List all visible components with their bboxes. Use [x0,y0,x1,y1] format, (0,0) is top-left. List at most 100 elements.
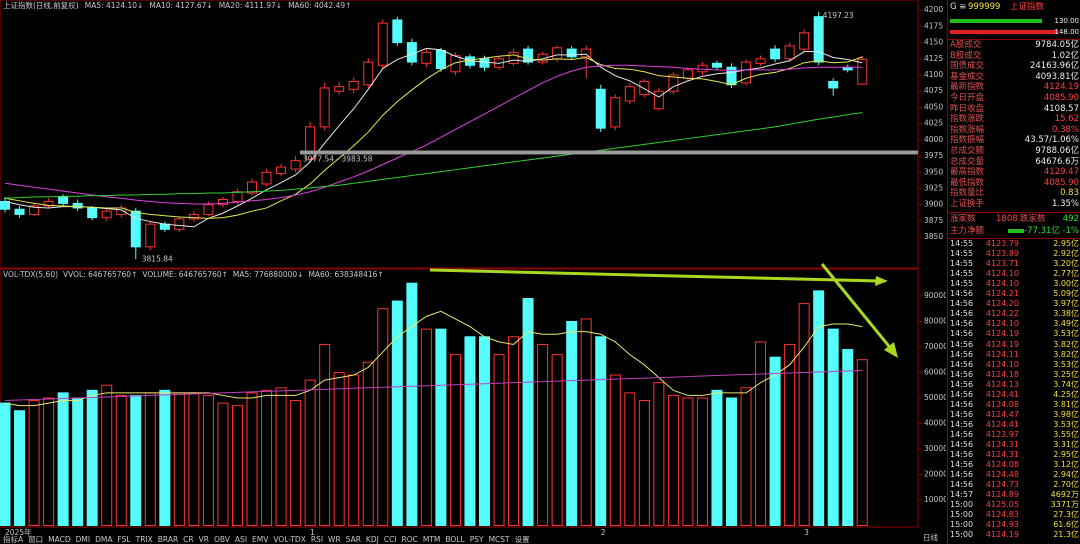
volume-bar [842,349,854,526]
band-label: 3977.54 - 3983.58 [303,154,373,163]
price-frame [0,0,919,269]
volume-bar [769,356,781,526]
ma-line [4,64,863,205]
tick-price: 4124.08 [985,399,1019,409]
volume-bar [43,397,55,527]
candle-body [392,19,403,44]
divider [948,39,1080,40]
tick-volume: 3.31亿 [1053,440,1079,449]
breadth-label: 涨家数 [950,214,976,224]
volume-bar [682,397,694,527]
candle-body [435,49,446,70]
tick-time: 14:56 [950,309,974,319]
tick-volume: 2.92亿 [1053,249,1079,259]
info-label: 指数振幅 [950,135,985,146]
info-value: 1.35% [1051,199,1079,209]
toolbar-item: DMA [95,535,113,544]
info-label: 基金成交 [950,71,985,82]
y-tick-label: 90000 [924,291,946,300]
info-value: 4085.90 [1043,93,1079,103]
flow-bar [1008,229,1024,233]
breadth-down: 492 [1062,214,1079,224]
tick-time: 14:56 [950,359,974,369]
toolbar-item: PSY [470,535,484,544]
ma-line [4,112,863,199]
candle-body [217,199,228,206]
volume-bar [508,336,520,527]
volume-bar [638,400,650,527]
tick-volume: 2.95亿 [1053,450,1079,460]
info-label: 总成交量 [950,156,985,167]
legend-entry: MA60: 638348416↑ [308,270,383,279]
tick-price: 4123.71 [985,259,1019,269]
trend-arrow [429,268,881,283]
tick-price: 4124.13 [985,379,1019,389]
period-label: 日线 [923,532,938,542]
candle-body [203,204,214,215]
tick-volume: 2.95亿 [1053,239,1079,248]
toolbar-item: VOL-TDX [273,535,305,544]
tick-price: 4124.83 [985,510,1019,520]
tick-volume: 3.00亿 [1053,279,1079,289]
candle-body [595,88,606,129]
tick-price: 4125.05 [985,500,1019,510]
tick-price: 4124.19 [985,339,1019,349]
tick-time: 14:56 [950,349,974,359]
candle-body [363,61,374,86]
chart-title: VOL-TDX(5,60) [3,270,58,279]
toolbar-item: MTM [423,535,441,544]
arrow-head [875,276,888,286]
tick-time: 14:55 [950,249,974,259]
volume-bar [391,300,403,527]
tick-price: 4124.22 [985,309,1019,319]
tick-price: 4124.18 [985,369,1019,379]
toolbar-item: SAR [346,535,361,544]
quote-panel: G ≡ 999999 上证指数 130.00 148.00 A股成交 9784.05亿 B股成… [947,0,1080,544]
volume-bar [101,384,113,526]
volume-bar [319,343,331,526]
info-value: 4093.81亿 [1035,71,1079,82]
flow-value: -77.31亿 [1024,226,1060,236]
volume-bar [202,394,214,526]
x-tick-label: 1 [310,528,315,537]
tick-time: 15:00 [950,520,974,530]
tick-time: 15:00 [950,510,974,520]
x-tick-label: 3 [804,528,809,537]
candle-body [668,74,679,92]
info-label: 最低指数 [950,177,985,188]
volume-bar [173,392,185,526]
candle-body [101,210,112,219]
volume-bar [275,387,287,526]
volume-bar [362,361,374,526]
y-tick-label: 50000 [924,393,946,402]
candle-body [697,64,708,73]
tick-volume: 3.55亿 [1053,429,1079,439]
volume-bar [609,374,621,526]
x-tick-label: 2 [601,528,606,537]
info-value: 4085.90 [1043,177,1079,188]
candle-body [43,200,54,207]
tick-time: 14:56 [950,460,974,470]
tick-time: 14:56 [950,389,974,399]
volume-bar [566,320,578,526]
candle-body [711,62,722,68]
tick-volume: 3.82亿 [1053,349,1079,359]
candle-body [72,202,83,209]
volume-bar [115,394,127,526]
volume-bar [726,397,737,527]
y-tick-label: 4025 [924,119,943,128]
bar-value: 130.00 [1054,17,1080,25]
tick-price: 4124.20 [985,299,1019,309]
tick-volume: 3.98亿 [1053,409,1079,419]
volume-bar [711,389,723,527]
volume-bar [464,336,476,527]
tick-price: 4124.10 [985,269,1019,279]
tick-time: 15:00 [950,500,974,510]
info-value: 0.38% [1051,124,1079,135]
toolbar-item: RSI [311,535,323,544]
volume-bar [28,400,40,527]
tick-volume: 3.25亿 [1053,369,1079,379]
y-tick-label: 4000 [924,135,943,144]
volume-bar [348,374,360,526]
candle-body [58,196,69,204]
